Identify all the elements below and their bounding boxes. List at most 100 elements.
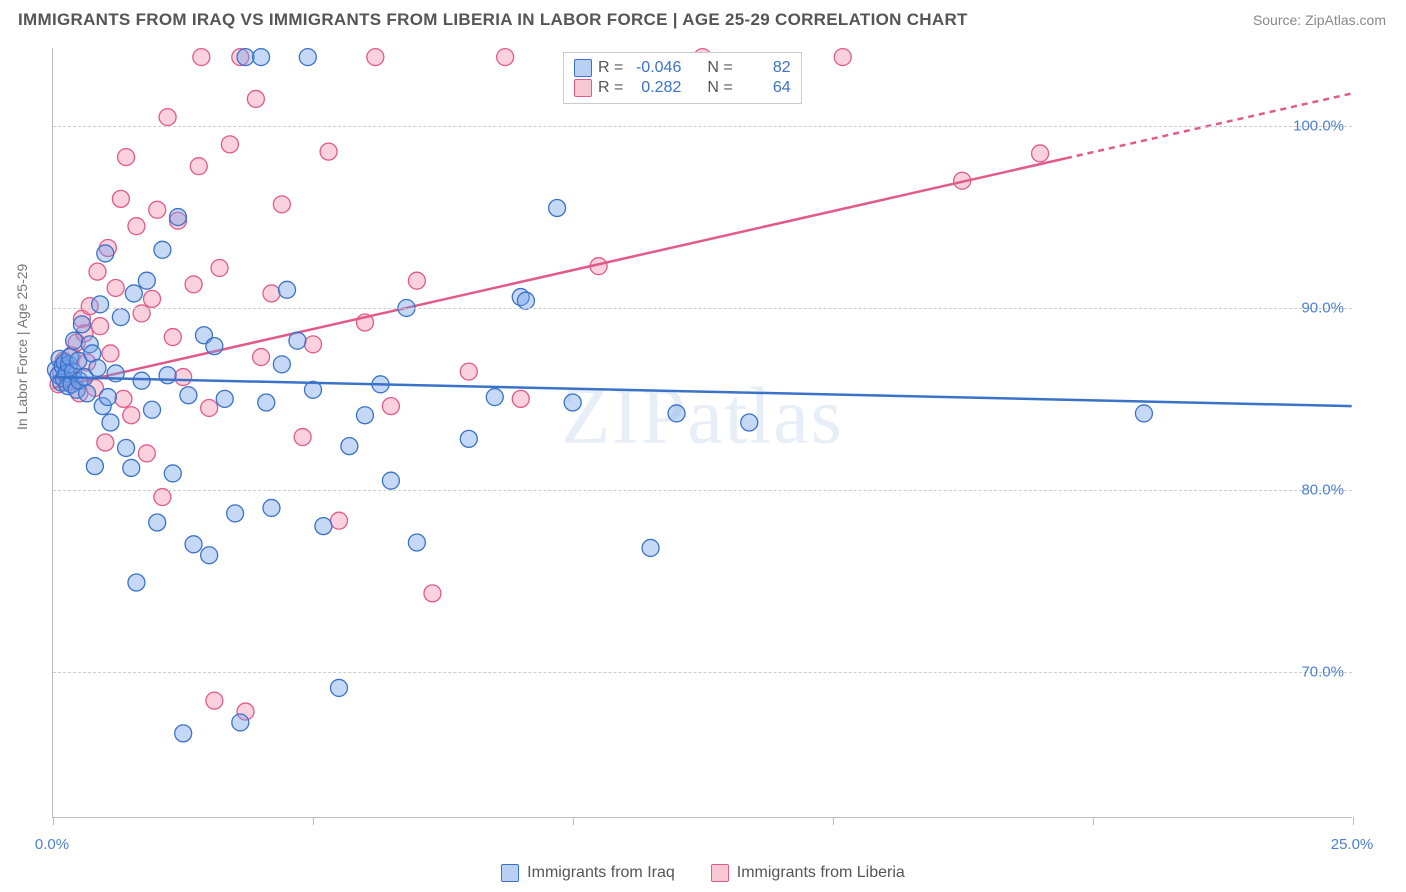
data-point (185, 276, 202, 293)
data-point (112, 309, 129, 326)
stats-r-label: R = (598, 59, 623, 77)
legend-label: Immigrants from Liberia (737, 864, 905, 882)
stats-row-iraq: R = -0.046 N = 82 (574, 59, 791, 77)
y-tick-label: 70.0% (1301, 664, 1344, 681)
data-point (149, 201, 166, 218)
data-point (118, 439, 135, 456)
data-point (237, 49, 254, 66)
data-point (144, 290, 161, 307)
data-point (154, 241, 171, 258)
gridline (53, 308, 1352, 309)
data-point (92, 318, 109, 335)
data-point (144, 401, 161, 418)
swatch-pink-icon (574, 79, 592, 97)
x-tick-label: 25.0% (1331, 836, 1374, 853)
data-point (138, 272, 155, 289)
y-tick-label: 100.0% (1293, 118, 1344, 135)
data-point (128, 574, 145, 591)
data-point (175, 725, 192, 742)
data-point (193, 49, 210, 66)
stats-n-label: N = (707, 79, 732, 97)
legend-label: Immigrants from Iraq (527, 864, 675, 882)
data-point (123, 459, 140, 476)
data-point (107, 279, 124, 296)
legend: Immigrants from Iraq Immigrants from Lib… (0, 864, 1406, 882)
chart-title: IMMIGRANTS FROM IRAQ VS IMMIGRANTS FROM … (18, 10, 968, 30)
data-point (201, 399, 218, 416)
data-point (253, 49, 270, 66)
data-point (424, 585, 441, 602)
data-point (330, 512, 347, 529)
data-point (299, 49, 316, 66)
data-point (190, 158, 207, 175)
x-tick (833, 817, 834, 825)
source-label: Source: ZipAtlas.com (1253, 12, 1386, 28)
data-point (232, 714, 249, 731)
data-point (497, 49, 514, 66)
y-axis-label: In Labor Force | Age 25-29 (14, 264, 30, 430)
trend-line (53, 377, 1351, 406)
data-point (221, 136, 238, 153)
data-point (201, 547, 218, 564)
data-point (273, 356, 290, 373)
data-point (115, 390, 132, 407)
swatch-pink-icon (711, 864, 729, 882)
stats-n-value: 64 (739, 79, 791, 97)
data-point (263, 499, 280, 516)
data-point (1032, 145, 1049, 162)
data-point (668, 405, 685, 422)
data-point (216, 390, 233, 407)
data-point (66, 332, 83, 349)
data-point (97, 434, 114, 451)
data-point (834, 49, 851, 66)
data-point (367, 49, 384, 66)
x-tick (313, 817, 314, 825)
data-point (279, 281, 296, 298)
data-point (408, 534, 425, 551)
gridline (53, 126, 1352, 127)
data-point (408, 272, 425, 289)
data-point (382, 398, 399, 415)
y-tick-label: 80.0% (1301, 482, 1344, 499)
swatch-blue-icon (574, 59, 592, 77)
data-point (253, 349, 270, 366)
data-point (305, 336, 322, 353)
stats-r-value: -0.046 (629, 59, 681, 77)
x-tick-label: 0.0% (35, 836, 69, 853)
data-point (128, 218, 145, 235)
data-point (97, 245, 114, 262)
data-point (73, 316, 90, 333)
stats-row-liberia: R = 0.282 N = 64 (574, 79, 791, 97)
data-point (133, 372, 150, 389)
data-point (102, 345, 119, 362)
data-point (92, 296, 109, 313)
data-point (99, 389, 116, 406)
x-tick (573, 817, 574, 825)
data-point (320, 143, 337, 160)
stats-box: R = -0.046 N = 82 R = 0.282 N = 64 (563, 52, 802, 104)
stats-r-label: R = (598, 79, 623, 97)
data-point (263, 285, 280, 302)
data-point (89, 263, 106, 280)
data-point (138, 445, 155, 462)
data-point (125, 285, 142, 302)
stats-n-label: N = (707, 59, 732, 77)
data-point (164, 329, 181, 346)
data-point (356, 407, 373, 424)
x-tick (1093, 817, 1094, 825)
legend-item-iraq: Immigrants from Iraq (501, 864, 675, 882)
data-point (289, 332, 306, 349)
legend-item-liberia: Immigrants from Liberia (711, 864, 905, 882)
scatter-plot (53, 48, 1352, 817)
data-point (175, 369, 192, 386)
data-point (159, 367, 176, 384)
data-point (227, 505, 244, 522)
data-point (517, 292, 534, 309)
data-point (79, 385, 96, 402)
data-point (512, 390, 529, 407)
data-point (247, 90, 264, 107)
data-point (149, 514, 166, 531)
swatch-blue-icon (501, 864, 519, 882)
data-point (642, 539, 659, 556)
data-point (1135, 405, 1152, 422)
